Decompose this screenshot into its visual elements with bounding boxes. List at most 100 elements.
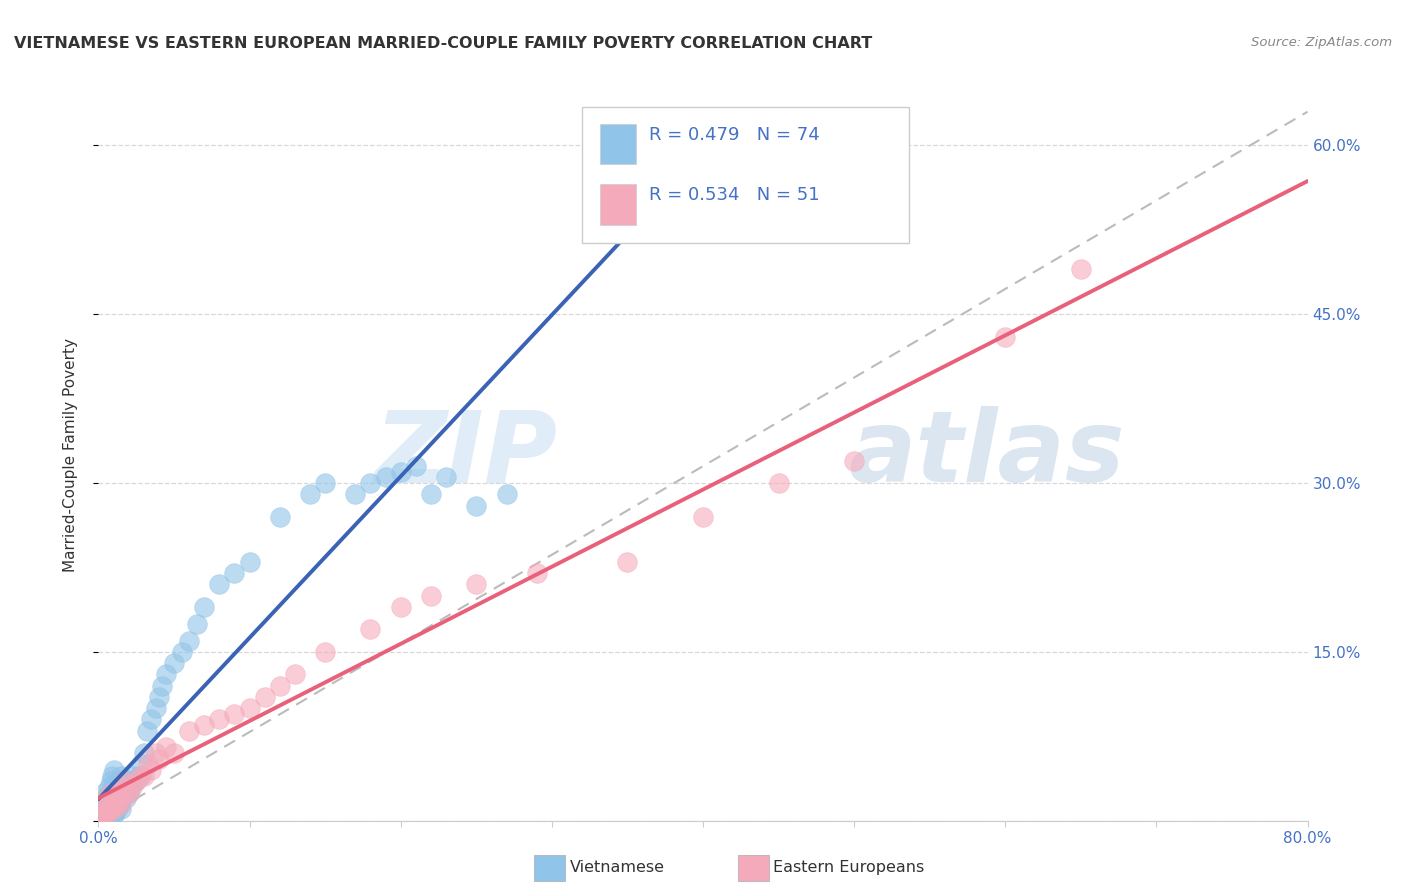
Point	[239, 555, 262, 569]
Point	[148, 690, 170, 704]
Point	[100, 802, 122, 816]
Point	[269, 679, 291, 693]
FancyBboxPatch shape	[582, 108, 908, 243]
Point	[150, 679, 173, 693]
Point	[110, 769, 132, 783]
Point	[105, 785, 128, 799]
Point	[108, 791, 131, 805]
Point	[105, 797, 128, 811]
Point	[108, 797, 131, 811]
Point	[98, 805, 121, 819]
Point	[405, 459, 427, 474]
Point	[110, 797, 132, 811]
Point	[104, 780, 127, 794]
Point	[118, 785, 141, 799]
Point	[110, 789, 132, 803]
Point	[224, 566, 246, 580]
Point	[465, 499, 488, 513]
Point	[420, 589, 443, 603]
Point	[107, 800, 129, 814]
Point	[208, 712, 231, 726]
Point	[145, 746, 167, 760]
Point	[118, 785, 141, 799]
Point	[94, 797, 117, 811]
Point	[994, 330, 1017, 344]
Point	[495, 487, 517, 501]
Point	[112, 780, 135, 794]
Point	[107, 785, 129, 799]
Point	[94, 808, 117, 822]
Point	[389, 599, 412, 614]
Text: Source: ZipAtlas.com: Source: ZipAtlas.com	[1251, 36, 1392, 49]
Point	[100, 800, 122, 814]
Point	[100, 774, 122, 789]
Point	[129, 769, 152, 783]
Point	[1070, 262, 1092, 277]
Point	[100, 785, 122, 799]
Text: VIETNAMESE VS EASTERN EUROPEAN MARRIED-COUPLE FAMILY POVERTY CORRELATION CHART: VIETNAMESE VS EASTERN EUROPEAN MARRIED-C…	[14, 36, 872, 51]
Point	[111, 785, 134, 799]
Point	[98, 780, 121, 794]
Point	[101, 805, 124, 819]
Point	[101, 796, 124, 810]
Point	[96, 808, 118, 822]
Point	[115, 774, 138, 789]
Point	[91, 808, 114, 822]
Point	[103, 778, 125, 792]
Point	[344, 487, 367, 501]
Point	[128, 769, 150, 783]
Point	[121, 780, 143, 794]
Point	[360, 476, 382, 491]
Point	[132, 746, 155, 760]
Point	[96, 791, 118, 805]
Text: Vietnamese: Vietnamese	[569, 861, 665, 875]
Point	[179, 633, 201, 648]
Point	[96, 789, 118, 803]
Point	[314, 476, 336, 491]
Text: R = 0.479   N = 74: R = 0.479 N = 74	[648, 126, 820, 144]
Point	[120, 780, 142, 794]
Point	[141, 712, 163, 726]
Point	[420, 487, 443, 501]
Point	[374, 470, 396, 484]
Point	[145, 701, 167, 715]
Point	[125, 774, 148, 789]
Point	[103, 791, 125, 805]
Point	[104, 793, 127, 807]
Point	[114, 791, 136, 805]
FancyBboxPatch shape	[600, 185, 637, 225]
Point	[100, 791, 122, 805]
Text: R = 0.534   N = 51: R = 0.534 N = 51	[648, 186, 820, 204]
Point	[163, 656, 186, 670]
Point	[193, 599, 215, 614]
Point	[111, 785, 134, 799]
Point	[253, 690, 276, 704]
Point	[155, 740, 177, 755]
Point	[135, 723, 157, 738]
Point	[108, 774, 131, 789]
Point	[360, 623, 382, 637]
Point	[98, 800, 121, 814]
Point	[129, 757, 152, 772]
Point	[93, 805, 115, 819]
Text: atlas: atlas	[848, 407, 1125, 503]
Point	[299, 487, 322, 501]
Point	[103, 802, 125, 816]
Point	[465, 577, 488, 591]
Point	[101, 785, 124, 799]
Point	[96, 800, 118, 814]
Point	[389, 465, 412, 479]
Point	[239, 701, 262, 715]
Point	[768, 476, 790, 491]
Point	[94, 793, 117, 807]
Point	[110, 780, 132, 794]
Point	[104, 805, 127, 819]
Point	[208, 577, 231, 591]
Point	[125, 774, 148, 789]
Point	[98, 797, 121, 811]
Point	[121, 774, 143, 789]
Point	[100, 808, 122, 822]
Point	[163, 746, 186, 760]
Point	[105, 802, 128, 816]
Point	[122, 769, 145, 783]
